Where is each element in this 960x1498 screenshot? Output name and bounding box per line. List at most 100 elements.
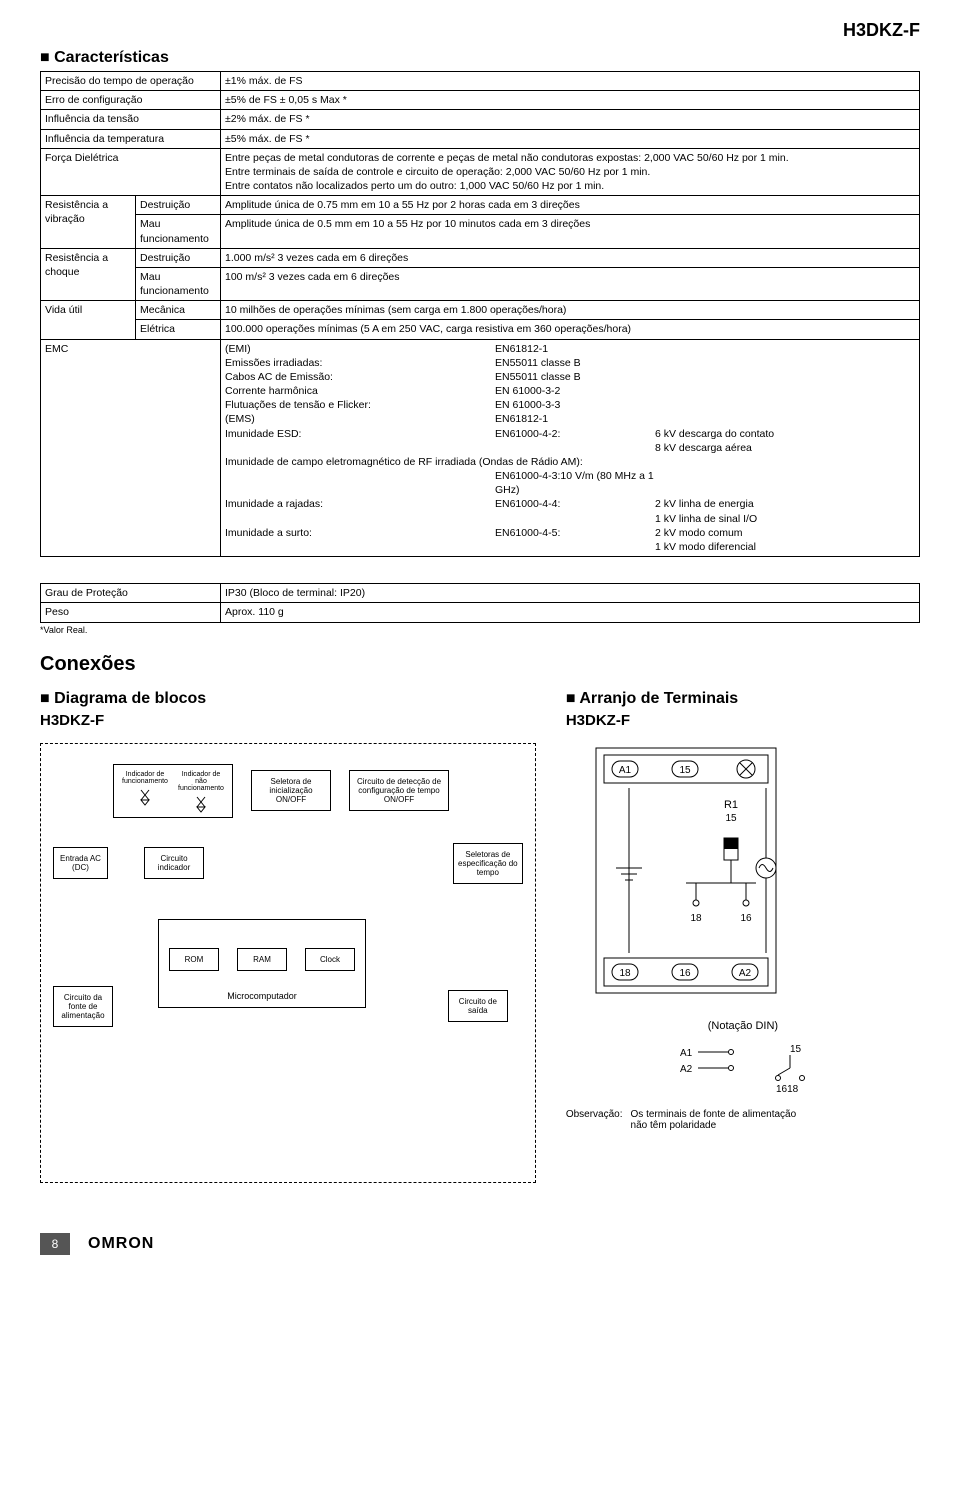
spec-value: ±5% de FS ± 0,05 s Max * bbox=[221, 91, 920, 110]
emc-cell: (EMS) bbox=[225, 412, 495, 426]
emc-cell: 6 kV descarga do contato bbox=[655, 427, 915, 441]
block-ram: RAM bbox=[237, 948, 287, 971]
spec-value: 100 m/s² 3 vezes cada em 6 direções bbox=[221, 267, 920, 300]
block-rom: ROM bbox=[169, 948, 219, 971]
omron-logo: OMRON bbox=[88, 1235, 154, 1253]
block-selector-init: Seletora de inicialização ON/OFF bbox=[251, 770, 331, 811]
spec-value: Aprox. 110 g bbox=[221, 603, 920, 622]
spec-sublabel: Mau funcionamento bbox=[136, 267, 221, 300]
svg-text:A2: A2 bbox=[739, 968, 752, 979]
spec-value: ±2% máx. de FS * bbox=[221, 110, 920, 129]
spec-sublabel: Elétrica bbox=[136, 320, 221, 339]
emc-rf-sub: EN61000-4-3:10 V/m (80 MHz a 1 GHz) bbox=[495, 469, 655, 497]
svg-text:18: 18 bbox=[619, 968, 631, 979]
indicator-off-label: Indicador de não funcionamento bbox=[176, 771, 226, 792]
emc-cell: EN 61000-3-3 bbox=[495, 398, 655, 412]
spec-label: Grau de Proteção bbox=[41, 584, 221, 603]
spec-value: Amplitude única de 0.75 mm em 10 a 55 Hz… bbox=[221, 196, 920, 215]
emc-cell bbox=[655, 384, 915, 398]
emc-cell: Imunidade a rajadas: bbox=[225, 497, 495, 511]
emc-cell: 2 kV linha de energia bbox=[655, 497, 915, 511]
spec-label: Influência da tensão bbox=[41, 110, 221, 129]
model-header: H3DKZ-F bbox=[40, 20, 920, 41]
emc-cell: EN61812-1 bbox=[495, 342, 655, 356]
emc-cell bbox=[655, 370, 915, 384]
svg-text:15: 15 bbox=[790, 1044, 802, 1055]
spec-label: EMC bbox=[41, 339, 221, 557]
page-footer: 8 OMRON bbox=[40, 1233, 920, 1255]
emc-cell bbox=[225, 441, 495, 455]
emc-cell: Imunidade a surto: bbox=[225, 526, 495, 540]
emc-cell: EN55011 classe B bbox=[495, 370, 655, 384]
emc-cell: EN61812-1 bbox=[495, 412, 655, 426]
emc-cell: Corrente harmônica bbox=[225, 384, 495, 398]
spec-sublabel: Destruição bbox=[136, 248, 221, 267]
block-micro-label: Microcomputador bbox=[169, 991, 355, 1001]
emc-cell: EN 61000-3-2 bbox=[495, 384, 655, 398]
block-psu: Circuito da fonte de alimentação bbox=[53, 986, 113, 1027]
spec-label: Erro de configuração bbox=[41, 91, 221, 110]
block-microcomputer: ROM RAM Clock Microcomputador bbox=[158, 919, 366, 1008]
emc-cell: 1 kV linha de sinal I/O bbox=[655, 512, 915, 526]
spec-label: Peso bbox=[41, 603, 221, 622]
emc-cell: EN55011 classe B bbox=[495, 356, 655, 370]
emc-cell: EN61000-4-5: bbox=[495, 526, 655, 540]
svg-text:16: 16 bbox=[740, 913, 752, 924]
emc-cell: 8 kV descarga aérea bbox=[655, 441, 915, 455]
spec-label: Influência da temperatura bbox=[41, 129, 221, 148]
din-diagram: A1 A2 15 1618 bbox=[658, 1042, 828, 1097]
emc-cell: EN61000-4-2: bbox=[495, 427, 655, 441]
emc-cell: 1 kV modo diferencial bbox=[655, 540, 915, 554]
block-time-selectors: Seletoras de especificação do tempo bbox=[453, 843, 523, 884]
emc-cell: Cabos AC de Emissão: bbox=[225, 370, 495, 384]
terminal-heading: Arranjo de Terminais bbox=[566, 690, 920, 708]
emc-cell: EN61000-4-4: bbox=[495, 497, 655, 511]
emc-cell bbox=[495, 540, 655, 554]
spec-label: Precisão do tempo de operação bbox=[41, 72, 221, 91]
emc-cell bbox=[655, 342, 915, 356]
block-diagram-heading: Diagrama de blocos bbox=[40, 690, 536, 708]
svg-text:A1: A1 bbox=[680, 1048, 693, 1059]
block-input: Entrada AC (DC) bbox=[53, 847, 108, 879]
svg-text:A1: A1 bbox=[619, 765, 632, 776]
spec-footnote: *Valor Real. bbox=[40, 625, 920, 635]
emc-cell: Flutuações de tensão e Flicker: bbox=[225, 398, 495, 412]
spec-value: 100.000 operações mínimas (5 A em 250 VA… bbox=[221, 320, 920, 339]
connections-heading: Conexões bbox=[40, 653, 920, 676]
svg-text:15: 15 bbox=[725, 813, 737, 824]
indicator-group: Indicador de funcionamento Indicador de … bbox=[113, 764, 233, 818]
emc-cell: 2 kV modo comum bbox=[655, 526, 915, 540]
svg-text:1618: 1618 bbox=[776, 1084, 799, 1095]
spec-label: Força Dielétrica bbox=[41, 148, 221, 196]
emc-cell: Emissões irradiadas: bbox=[225, 356, 495, 370]
spec-value: IP30 (Bloco de terminal: IP20) bbox=[221, 584, 920, 603]
terminal-diagram: A1 15 R1 15 18 16 18 16 A2 bbox=[566, 743, 806, 1003]
emc-cell bbox=[655, 356, 915, 370]
spec-value: Entre peças de metal condutoras de corre… bbox=[221, 148, 920, 196]
svg-text:15: 15 bbox=[679, 765, 691, 776]
spec-value: ±1% máx. de FS bbox=[221, 72, 920, 91]
emc-cell bbox=[495, 441, 655, 455]
emc-cell bbox=[225, 540, 495, 554]
characteristics-heading: Características bbox=[40, 49, 920, 67]
block-model: H3DKZ-F bbox=[40, 712, 536, 729]
emc-cell bbox=[655, 398, 915, 412]
block-detection: Circuito de detecção de configuração de … bbox=[349, 770, 449, 811]
spec-value: Amplitude única de 0.5 mm em 10 a 55 Hz … bbox=[221, 215, 920, 248]
block-clock: Clock bbox=[305, 948, 355, 971]
emc-cell: (EMI)EN61812-1Emissões irradiadas:EN5501… bbox=[221, 339, 920, 557]
spec-value: 10 milhões de operações mínimas (sem car… bbox=[221, 301, 920, 320]
block-diagram: Indicador de funcionamento Indicador de … bbox=[40, 743, 536, 1183]
svg-text:R1: R1 bbox=[724, 799, 738, 811]
block-indicator-circuit: Circuito indicador bbox=[144, 847, 204, 879]
spec-sublabel: Mau funcionamento bbox=[136, 215, 221, 248]
block-output: Circuito de saída bbox=[448, 990, 508, 1022]
page-number: 8 bbox=[40, 1233, 70, 1255]
emc-rf-line: Imunidade de campo eletromagnético de RF… bbox=[225, 455, 915, 469]
spec-label: Vida útil bbox=[41, 301, 136, 339]
svg-text:16: 16 bbox=[679, 968, 691, 979]
spec-sublabel: Mecânica bbox=[136, 301, 221, 320]
indicator-on-label: Indicador de funcionamento bbox=[120, 771, 170, 785]
emc-cell: Imunidade ESD: bbox=[225, 427, 495, 441]
spec-sublabel: Destruição bbox=[136, 196, 221, 215]
